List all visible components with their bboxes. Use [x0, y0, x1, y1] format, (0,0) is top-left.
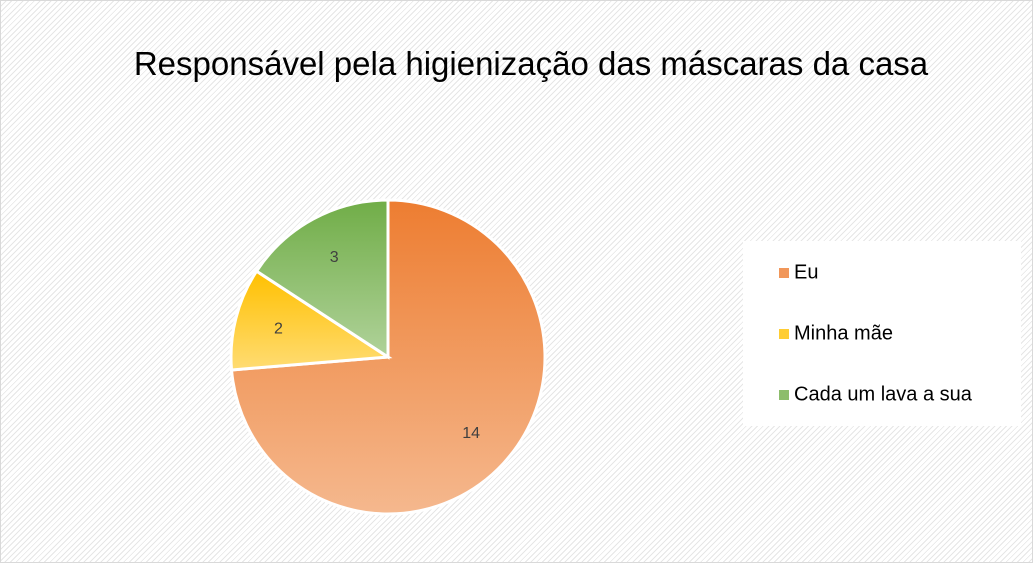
data-label: 2 [274, 320, 283, 337]
legend-box [743, 241, 1021, 426]
chart-title: Responsável pela higienização das máscar… [133, 45, 929, 82]
legend-label: Eu [794, 261, 818, 283]
legend-label: Cada um lava a sua [794, 383, 973, 405]
legend-label: Minha mãe [794, 322, 893, 344]
legend-swatch [779, 329, 789, 339]
pie-slice [254, 198, 390, 360]
data-label: 14 [462, 425, 480, 442]
legend-swatch [779, 268, 789, 278]
legend-swatch [779, 390, 789, 400]
pie-slice [229, 269, 393, 372]
data-label: 3 [330, 249, 339, 266]
